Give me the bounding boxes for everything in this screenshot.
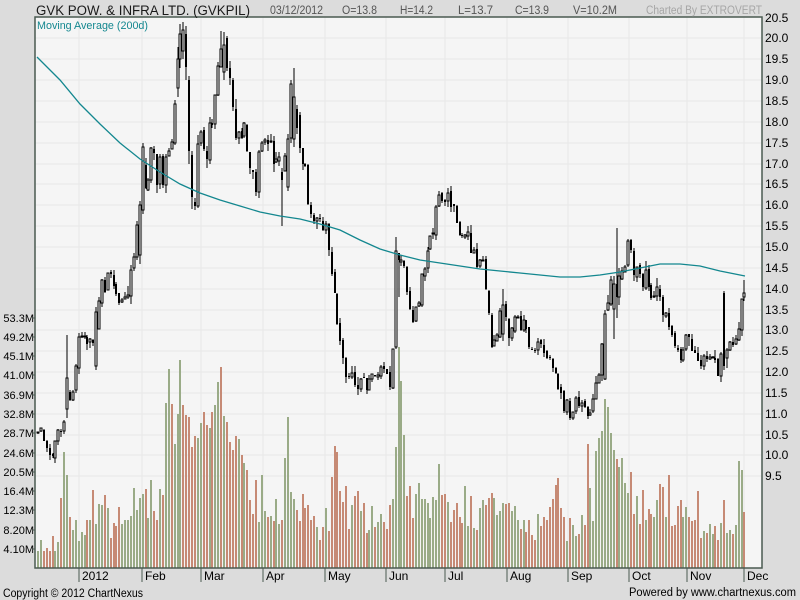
svg-text:10.5: 10.5 xyxy=(765,428,789,442)
svg-text:Feb: Feb xyxy=(145,569,166,583)
svg-text:O=13.8: O=13.8 xyxy=(342,5,377,17)
svg-text:Oct: Oct xyxy=(632,569,651,583)
svg-text:19.0: 19.0 xyxy=(765,73,789,87)
svg-text:Dec: Dec xyxy=(747,569,768,583)
svg-text:Powered by www.chartnexus.com: Powered by www.chartnexus.com xyxy=(629,587,796,599)
svg-text:28.7M: 28.7M xyxy=(3,428,34,440)
svg-text:24.6M: 24.6M xyxy=(3,448,34,460)
svg-text:Charted By EXTROVERT: Charted By EXTROVERT xyxy=(646,5,762,17)
svg-text:Apr: Apr xyxy=(266,569,285,583)
svg-text:15.5: 15.5 xyxy=(765,219,789,233)
svg-text:13.0: 13.0 xyxy=(765,323,789,337)
svg-text:Sep: Sep xyxy=(571,569,593,583)
svg-text:14.5: 14.5 xyxy=(765,261,789,275)
svg-text:4.10M: 4.10M xyxy=(3,544,34,556)
svg-text:17.0: 17.0 xyxy=(765,157,789,171)
svg-text:H=14.2: H=14.2 xyxy=(400,5,433,17)
svg-text:Mar: Mar xyxy=(204,569,225,583)
svg-text:V=10.2M: V=10.2M xyxy=(573,5,617,17)
svg-text:45.1M: 45.1M xyxy=(3,351,34,363)
svg-text:18.0: 18.0 xyxy=(765,115,789,129)
svg-text:15.0: 15.0 xyxy=(765,240,789,254)
svg-text:12.0: 12.0 xyxy=(765,365,789,379)
svg-text:8.20M: 8.20M xyxy=(3,525,34,537)
svg-text:Copyright © 2012 ChartNexus: Copyright © 2012 ChartNexus xyxy=(3,588,143,600)
svg-text:9.5: 9.5 xyxy=(765,469,782,483)
svg-text:16.5: 16.5 xyxy=(765,177,789,191)
svg-text:Jul: Jul xyxy=(448,569,463,583)
svg-text:36.9M: 36.9M xyxy=(3,390,34,402)
svg-text:2012: 2012 xyxy=(82,569,109,583)
svg-text:May: May xyxy=(328,569,351,583)
svg-text:C=13.9: C=13.9 xyxy=(515,5,549,17)
svg-text:11.5: 11.5 xyxy=(765,386,788,400)
svg-text:Nov: Nov xyxy=(690,569,711,583)
svg-text:14.0: 14.0 xyxy=(765,282,789,296)
svg-text:20.5M: 20.5M xyxy=(3,467,34,479)
svg-text:49.2M: 49.2M xyxy=(3,332,34,344)
svg-text:19.5: 19.5 xyxy=(765,52,789,66)
svg-text:12.5: 12.5 xyxy=(765,344,789,358)
svg-text:16.0: 16.0 xyxy=(765,198,789,212)
svg-text:20.0: 20.0 xyxy=(765,31,789,45)
svg-text:53.3M: 53.3M xyxy=(3,313,34,325)
svg-text:11.0: 11.0 xyxy=(765,407,788,421)
svg-text:Aug: Aug xyxy=(510,569,531,583)
svg-text:Moving Average (200d): Moving Average (200d) xyxy=(37,20,148,32)
svg-text:20.5: 20.5 xyxy=(765,11,789,25)
svg-text:13.5: 13.5 xyxy=(765,303,789,317)
svg-text:17.5: 17.5 xyxy=(765,136,789,150)
svg-text:12.3M: 12.3M xyxy=(3,505,34,517)
svg-text:Jun: Jun xyxy=(389,569,408,583)
svg-text:18.5: 18.5 xyxy=(765,94,789,108)
svg-text:32.8M: 32.8M xyxy=(3,409,34,421)
svg-text:L=13.7: L=13.7 xyxy=(458,5,493,17)
svg-text:10.0: 10.0 xyxy=(765,448,789,462)
svg-text:GVK POW. & INFRA LTD. (GVKPIL): GVK POW. & INFRA LTD. (GVKPIL) xyxy=(36,3,250,18)
svg-text:03/12/2012: 03/12/2012 xyxy=(270,5,323,17)
svg-text:16.4M: 16.4M xyxy=(3,486,34,498)
svg-text:41.0M: 41.0M xyxy=(3,370,34,382)
